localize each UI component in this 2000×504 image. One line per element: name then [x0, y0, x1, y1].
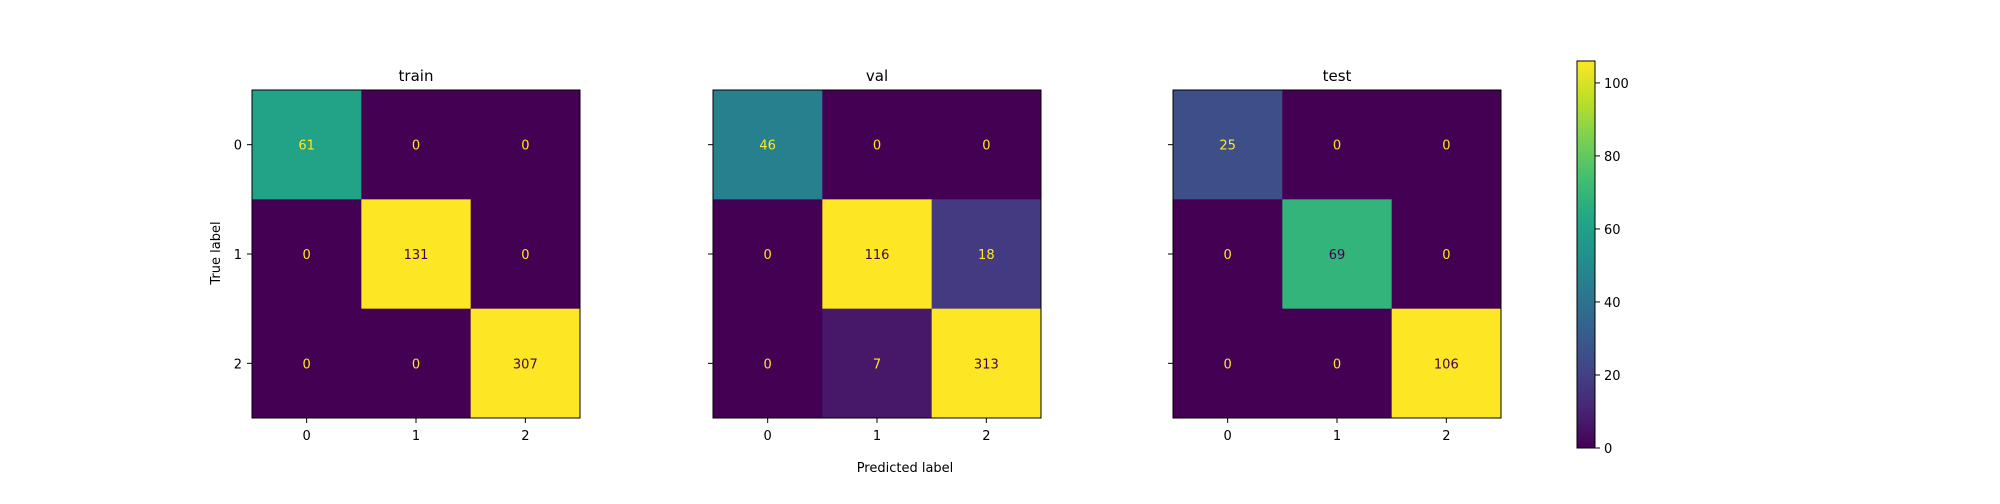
heatmap-cell: [931, 90, 1042, 200]
heatmap-cell: [361, 90, 472, 200]
heatmap-cell: [931, 199, 1042, 310]
cell-value-label: 0: [1333, 357, 1341, 372]
cell-value-label: 131: [404, 248, 429, 263]
cell-value-label: 0: [412, 357, 420, 372]
heatmap-cell: [713, 90, 823, 200]
heatmap-cell: [931, 308, 1042, 419]
cell-value-label: 25: [1219, 139, 1236, 154]
heatmap-cell: [822, 308, 933, 419]
colorbar-tick-label: 100: [1604, 77, 1629, 92]
cell-value-label: 313: [974, 357, 999, 372]
x-tick-label: 0: [764, 429, 772, 444]
heatmap-cell: [822, 90, 933, 200]
confusion-matrix-test: test 25 0 0 0 69 0 0 0 106 0 1 2: [1168, 67, 1502, 444]
y-axis-label: True label: [209, 221, 224, 285]
cell-value-label: 69: [1329, 248, 1346, 263]
x-axis-label: Predicted label: [857, 461, 954, 476]
x-tick-label: 0: [1224, 429, 1232, 444]
cell-value-label: 0: [764, 357, 772, 372]
heatmap-cell: [252, 90, 362, 200]
heatmap-cell: [822, 199, 933, 310]
heatmap-cell: [713, 308, 823, 419]
heatmap-cell: [1173, 199, 1283, 310]
cell-value-label: 0: [521, 139, 529, 154]
cell-value-label: 0: [982, 139, 990, 154]
cell-value-label: 7: [873, 357, 881, 372]
cell-value-label: 0: [1442, 248, 1450, 263]
cell-value-label: 0: [1224, 248, 1232, 263]
cell-value-label: 0: [303, 357, 311, 372]
heatmap-cell: [1282, 90, 1393, 200]
panel-title: test: [1323, 67, 1352, 85]
cell-value-label: 0: [764, 248, 772, 263]
colorbar-tick-label: 20: [1604, 369, 1621, 384]
x-tick-label: 0: [303, 429, 311, 444]
colorbar-tick-label: 40: [1604, 296, 1621, 311]
x-tick-label: 2: [1442, 429, 1450, 444]
colorbar: 0 20 40 60 80 100: [1576, 60, 1629, 457]
y-tick-label: 0: [234, 139, 242, 154]
cell-value-label: 116: [865, 248, 890, 263]
x-tick-label: 1: [412, 429, 420, 444]
panel-title: val: [866, 67, 888, 85]
heatmap-cell: [252, 308, 362, 419]
cell-value-label: 0: [521, 248, 529, 263]
confusion-matrix-train: train 61 0 0 0 131 0 0 0 307 0 1 2 0 1 2: [234, 67, 581, 444]
heatmap-cell: [1391, 308, 1502, 419]
x-tick-label: 2: [982, 429, 990, 444]
x-tick-label: 2: [521, 429, 529, 444]
heatmap-cell: [1282, 199, 1393, 310]
cell-value-label: 0: [873, 139, 881, 154]
colorbar-gradient: [1576, 60, 1596, 449]
x-tick-label: 1: [1333, 429, 1341, 444]
confusion-matrix-val: val 46 0 0 0 116 18 0 7 313 0 1 2: [708, 67, 1042, 444]
heatmap-cell: [1391, 199, 1502, 310]
heatmap-cell: [1173, 308, 1283, 419]
heatmap-cell: [470, 199, 581, 310]
heatmap-cell: [1282, 308, 1393, 419]
heatmap-cell: [1173, 90, 1283, 200]
x-tick-label: 1: [873, 429, 881, 444]
heatmap-cell: [361, 199, 472, 310]
cell-value-label: 0: [1333, 139, 1341, 154]
y-tick-label: 2: [234, 357, 242, 372]
heatmap-cell: [1391, 90, 1502, 200]
cell-value-label: 61: [298, 139, 315, 154]
colorbar-tick-label: 60: [1604, 223, 1621, 238]
cell-value-label: 106: [1434, 357, 1459, 372]
colorbar-tick-label: 0: [1604, 442, 1612, 457]
heatmap-cell: [713, 199, 823, 310]
colorbar-tick-label: 80: [1604, 150, 1621, 165]
heatmap-cell: [361, 308, 472, 419]
heatmap-cell: [470, 308, 581, 419]
cell-value-label: 0: [1224, 357, 1232, 372]
panel-title: train: [399, 67, 434, 85]
cell-value-label: 307: [513, 357, 538, 372]
cell-value-label: 0: [1442, 139, 1450, 154]
heatmap-cell: [470, 90, 581, 200]
cell-value-label: 46: [759, 139, 776, 154]
cell-value-label: 18: [978, 248, 995, 263]
heatmap-cell: [252, 199, 362, 310]
cell-value-label: 0: [303, 248, 311, 263]
cell-value-label: 0: [412, 139, 420, 154]
y-tick-label: 1: [234, 248, 242, 263]
